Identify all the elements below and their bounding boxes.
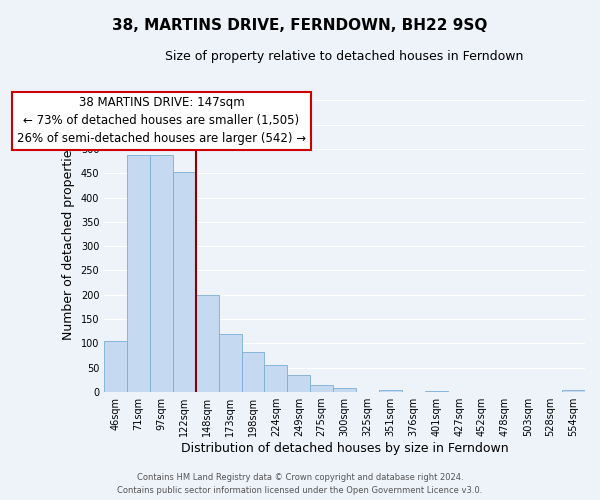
Text: Contains HM Land Registry data © Crown copyright and database right 2024.
Contai: Contains HM Land Registry data © Crown c… bbox=[118, 473, 482, 495]
Bar bbox=[562, 390, 585, 392]
Y-axis label: Number of detached properties: Number of detached properties bbox=[62, 143, 75, 340]
Bar bbox=[127, 155, 150, 392]
Bar bbox=[379, 390, 402, 392]
Bar bbox=[333, 388, 356, 392]
Bar bbox=[218, 334, 242, 392]
Bar bbox=[425, 390, 448, 392]
Bar bbox=[196, 295, 218, 392]
Bar bbox=[287, 374, 310, 392]
Text: 38 MARTINS DRIVE: 147sqm
← 73% of detached houses are smaller (1,505)
26% of sem: 38 MARTINS DRIVE: 147sqm ← 73% of detach… bbox=[17, 96, 306, 146]
Title: Size of property relative to detached houses in Ferndown: Size of property relative to detached ho… bbox=[166, 50, 524, 63]
Bar bbox=[265, 365, 287, 392]
Bar bbox=[310, 385, 333, 392]
Bar bbox=[150, 155, 173, 392]
Bar bbox=[242, 352, 265, 392]
Bar bbox=[173, 172, 196, 392]
X-axis label: Distribution of detached houses by size in Ferndown: Distribution of detached houses by size … bbox=[181, 442, 508, 455]
Bar bbox=[104, 341, 127, 392]
Text: 38, MARTINS DRIVE, FERNDOWN, BH22 9SQ: 38, MARTINS DRIVE, FERNDOWN, BH22 9SQ bbox=[112, 18, 488, 32]
